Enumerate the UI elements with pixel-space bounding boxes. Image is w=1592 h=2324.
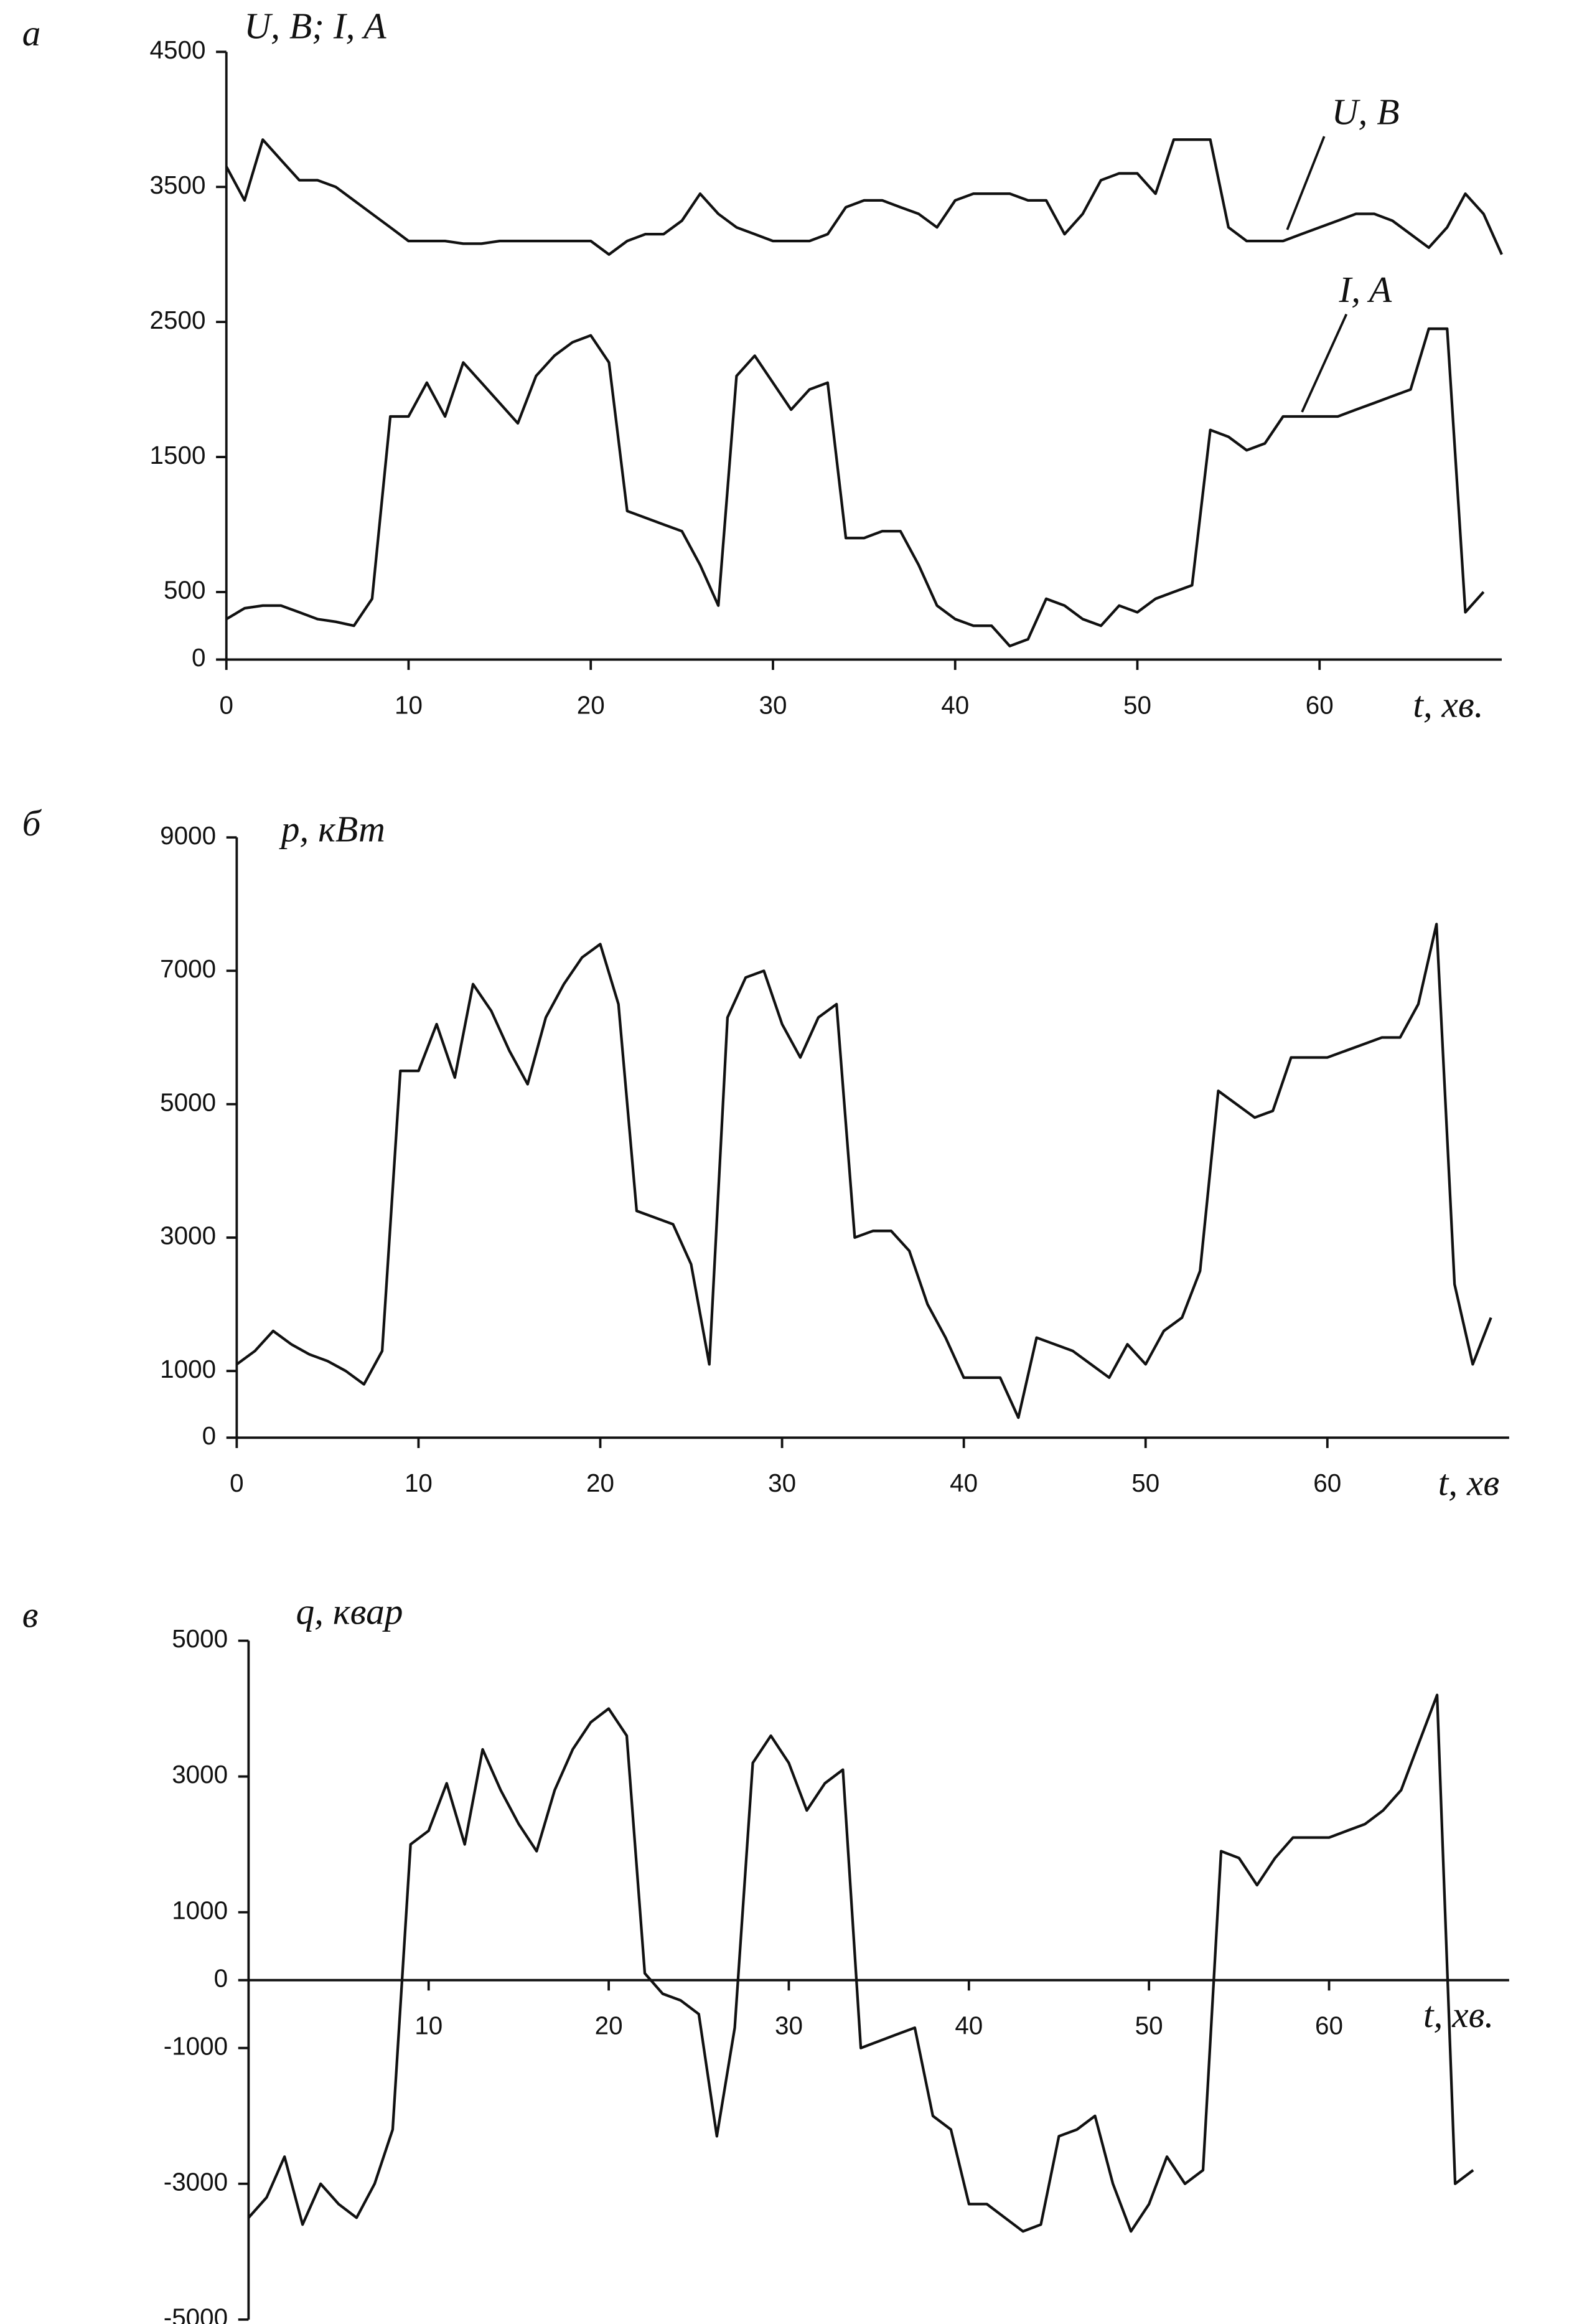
panel-label: в [22, 1594, 39, 1635]
x-tick-label: 60 [1306, 690, 1334, 719]
x-tick-label: 60 [1315, 2011, 1343, 2040]
x-tick-label: 40 [950, 1469, 978, 1497]
data-line [247, 1693, 1474, 2233]
y-tick-label: 7000 [160, 954, 216, 983]
x-tick-label: 50 [1131, 1469, 1159, 1497]
x-tick-label: 0 [219, 690, 233, 719]
y-axis-label: U, B; I, A [244, 5, 386, 46]
leader-line [1301, 313, 1348, 413]
y-tick-label: 0 [214, 1964, 228, 1992]
y-axis-label: q, квар [296, 1591, 403, 1632]
x-tick-label: 50 [1135, 2011, 1163, 2040]
y-tick-label: 9000 [160, 821, 216, 850]
x-tick-label: 40 [955, 2011, 983, 2040]
data-line [225, 327, 1485, 647]
x-tick-label: 60 [1313, 1469, 1341, 1497]
y-tick-label: 2500 [150, 306, 206, 334]
y-tick-label: 0 [202, 1421, 216, 1450]
y-tick-label: 5000 [160, 1088, 216, 1116]
x-tick-label: 20 [577, 690, 605, 719]
x-tick-label: 30 [775, 2011, 803, 2040]
x-tick-label: 20 [586, 1469, 614, 1497]
y-tick-label: 3000 [172, 1760, 228, 1789]
x-tick-label: 40 [941, 690, 969, 719]
y-tick-label: 3500 [150, 171, 206, 199]
data-line [225, 138, 1503, 256]
y-tick-label: 500 [164, 576, 205, 605]
y-tick-label: 3000 [160, 1221, 216, 1250]
y-tick-label: 1500 [150, 441, 206, 469]
x-tick-label: 30 [759, 690, 787, 719]
x-tick-label: 30 [768, 1469, 796, 1497]
x-tick-label: 10 [405, 1469, 433, 1497]
series-label: I, A [1338, 269, 1392, 310]
y-tick-label: 4500 [150, 35, 206, 64]
y-tick-label: -1000 [164, 2031, 228, 2060]
panel-label: б [22, 802, 42, 844]
series-label: U, B [1332, 91, 1400, 132]
y-tick-label: 5000 [172, 1624, 228, 1653]
y-axis-label: p, кВт [279, 809, 385, 850]
x-tick-label: 50 [1123, 690, 1151, 719]
y-tick-label: -3000 [164, 2167, 228, 2196]
x-tick-label: 10 [414, 2011, 442, 2040]
y-tick-label: 0 [192, 643, 205, 672]
x-tick-label: 0 [230, 1469, 243, 1497]
panel-label: а [22, 12, 41, 54]
data-line [236, 923, 1492, 1419]
y-tick-label: -5000 [164, 2303, 228, 2324]
x-tick-label: 20 [595, 2011, 623, 2040]
x-axis-label: t, хв. [1413, 684, 1483, 725]
x-axis-label: t, хв [1438, 1462, 1499, 1503]
y-tick-label: 1000 [172, 1896, 228, 1924]
y-tick-label: 1000 [160, 1355, 216, 1383]
x-tick-label: 10 [395, 690, 423, 719]
x-axis-label: t, хв. [1423, 1994, 1494, 2035]
leader-line [1286, 136, 1326, 230]
